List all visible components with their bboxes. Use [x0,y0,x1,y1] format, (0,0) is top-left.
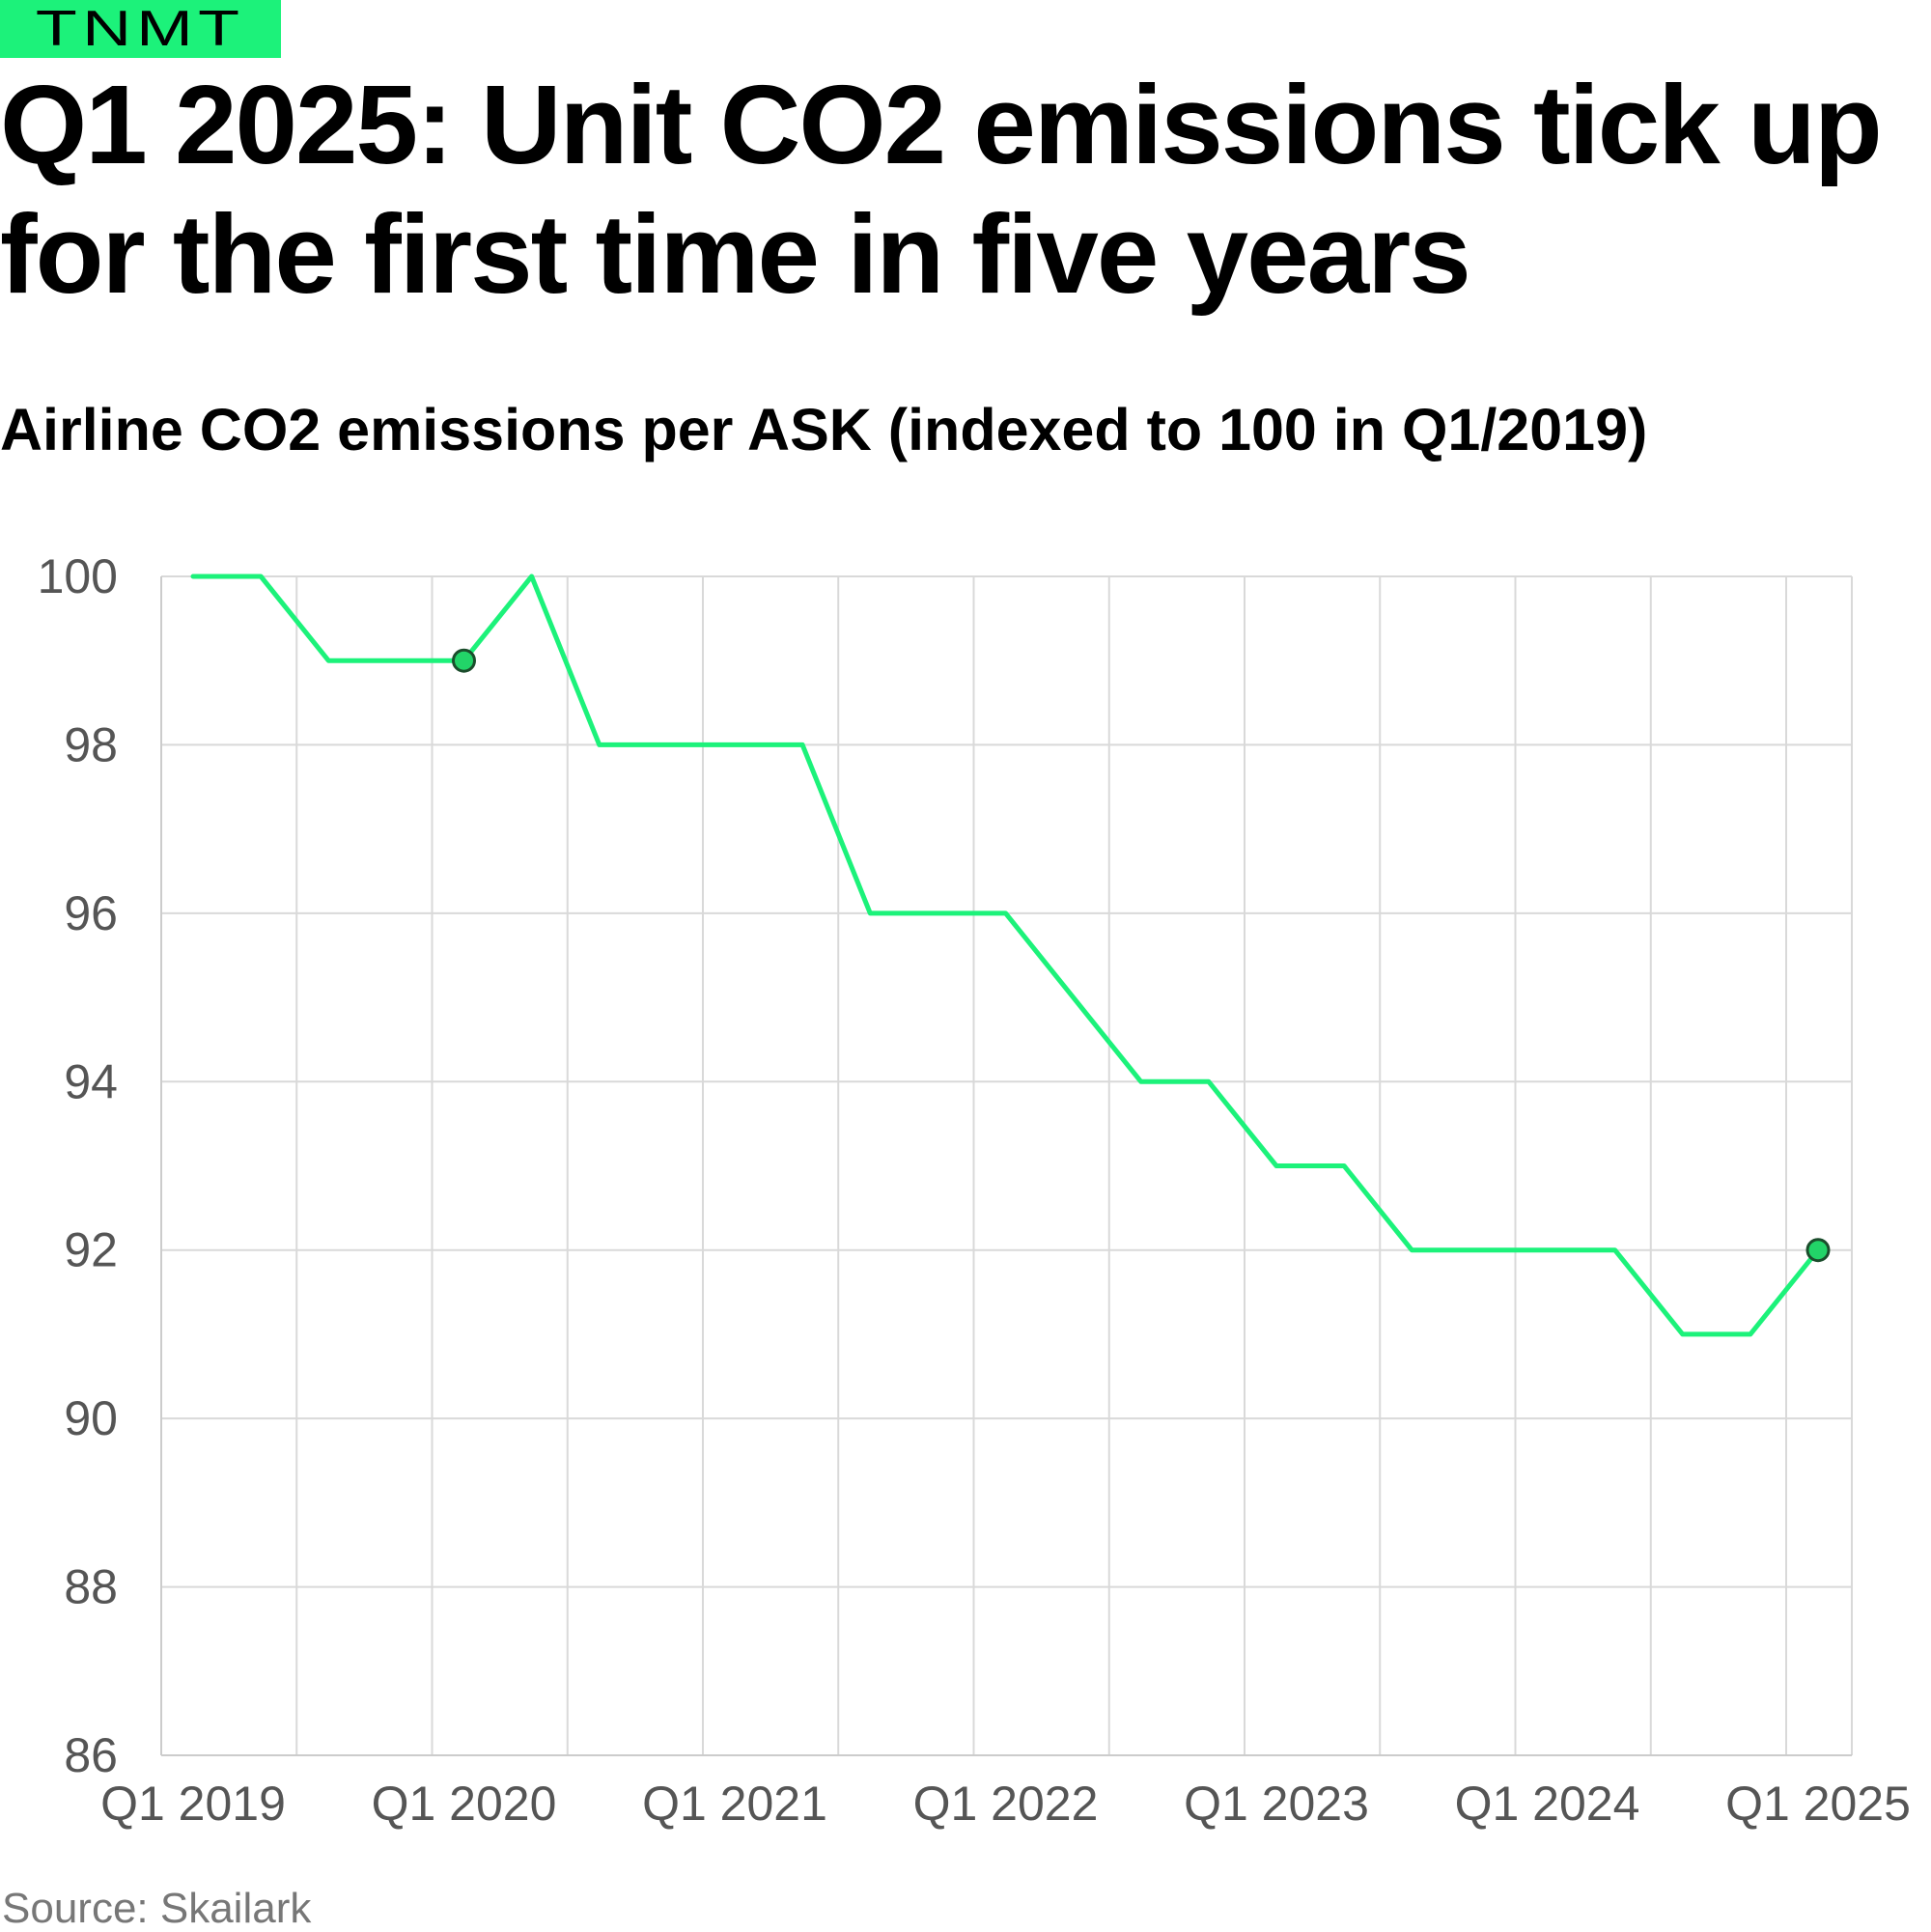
x-tick-label: Q1 2021 [642,1777,827,1831]
highlight-marker [1805,1238,1831,1263]
x-tick-label: Q1 2023 [1184,1777,1369,1831]
x-tick-label: Q1 2022 [913,1777,1099,1831]
source-note: Source: Skailark [2,1885,312,1932]
y-tick-label: 86 [64,1728,118,1782]
axes [160,576,1852,1756]
grid-lines [161,575,1853,1756]
y-tick-label: 98 [64,717,118,771]
brand-badge: TNMT [0,0,281,58]
y-tick-label: 94 [64,1054,118,1108]
page-title: Q1 2025: Unit CO2 emissions tick up for … [0,62,1883,317]
series-layer [190,574,1821,1337]
x-tick-label: Q1 2024 [1455,1777,1640,1831]
y-axis-tick-labels: 100 98 96 94 92 90 88 86 [38,549,118,1782]
y-tick-label: 90 [64,1391,118,1445]
highlight-markers [452,648,1831,1263]
x-tick-label: Q1 2019 [100,1777,286,1831]
x-axis-tick-labels: Q1 2019 Q1 2020 Q1 2021 Q1 2022 Q1 2023 Q1 20… [100,1777,1911,1831]
x-tick-label: Q1 2020 [372,1777,557,1831]
highlight-marker [452,648,476,673]
y-tick-label: 96 [64,886,118,940]
series-line [190,574,1821,1337]
y-tick-label: 88 [64,1560,118,1614]
y-tick-label: 100 [38,549,118,603]
brand-logo: TNMT [36,1,245,57]
y-tick-label: 92 [64,1223,118,1277]
x-tick-label: Q1 2025 [1725,1777,1911,1831]
chart-subtitle: Airline CO2 emissions per ASK (indexed t… [0,397,1648,462]
